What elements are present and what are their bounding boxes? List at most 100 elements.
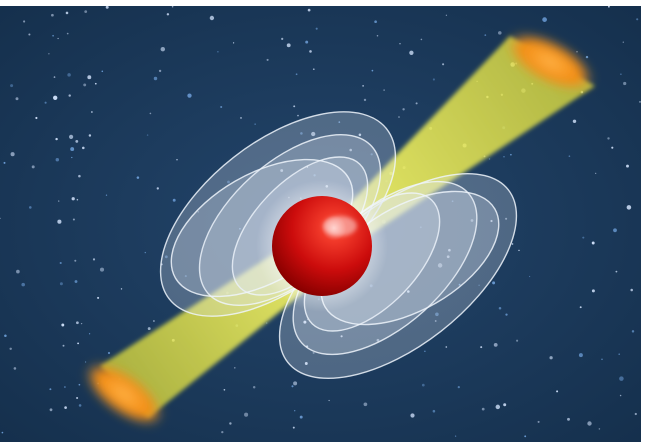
star: [630, 288, 633, 292]
star: [505, 217, 508, 220]
star: [51, 13, 54, 17]
star: [340, 335, 343, 338]
star: [626, 164, 629, 168]
star: [78, 174, 81, 178]
star: [31, 165, 35, 169]
star: [618, 353, 621, 356]
star: [442, 63, 445, 66]
star: [300, 132, 303, 135]
star: [88, 134, 92, 137]
star: [78, 383, 81, 386]
star: [297, 114, 299, 117]
star: [481, 407, 485, 411]
star: [613, 228, 617, 233]
star: [363, 402, 368, 407]
star: [315, 27, 318, 30]
star: [402, 108, 405, 111]
star: [619, 376, 624, 381]
star: [107, 351, 111, 355]
star: [85, 361, 87, 363]
star: [92, 258, 96, 261]
star: [97, 296, 100, 299]
star: [493, 342, 498, 347]
star: [510, 153, 512, 156]
star: [70, 147, 75, 152]
star: [16, 269, 20, 274]
star: [156, 187, 159, 190]
star: [516, 339, 519, 342]
star: [587, 421, 592, 426]
star: [292, 426, 295, 429]
star: [636, 18, 639, 21]
star: [59, 282, 63, 286]
star: [511, 243, 514, 245]
star: [312, 68, 315, 71]
star: [265, 322, 268, 324]
star: [567, 417, 570, 421]
star: [58, 200, 60, 202]
star: [634, 412, 637, 416]
star: [35, 116, 38, 120]
star: [49, 408, 53, 412]
star: [542, 17, 547, 22]
star: [53, 76, 56, 78]
star: [299, 415, 303, 419]
star: [524, 435, 527, 438]
star: [88, 333, 91, 335]
star: [470, 219, 474, 222]
star: [432, 78, 435, 81]
star: [490, 219, 493, 223]
pulsar-illustration: [0, 6, 641, 442]
star: [446, 255, 450, 259]
star: [419, 226, 422, 229]
star: [101, 70, 104, 73]
star: [65, 11, 69, 15]
star: [99, 267, 105, 272]
star: [105, 194, 108, 196]
star: [611, 146, 614, 149]
star: [448, 248, 451, 252]
star: [445, 14, 448, 16]
star: [370, 153, 373, 156]
star: [458, 283, 461, 286]
pulsar-canvas: [0, 6, 641, 442]
star: [607, 137, 610, 140]
star: [556, 390, 559, 393]
star: [75, 139, 79, 143]
star: [454, 435, 457, 437]
star: [66, 32, 69, 35]
star: [291, 385, 294, 388]
star: [87, 75, 92, 80]
star: [49, 388, 52, 391]
star: [410, 413, 415, 418]
star: [28, 33, 31, 36]
star: [64, 406, 67, 409]
star: [59, 261, 62, 265]
star: [631, 330, 635, 333]
star: [63, 386, 66, 388]
star: [622, 41, 624, 43]
star: [639, 100, 641, 103]
star: [309, 50, 312, 53]
star: [363, 98, 367, 102]
star: [74, 280, 78, 283]
star: [184, 275, 187, 278]
star: [84, 10, 88, 13]
star: [518, 249, 520, 252]
star: [303, 320, 307, 324]
star: [136, 176, 140, 179]
star: [83, 83, 87, 87]
star: [582, 236, 585, 239]
star: [286, 43, 291, 48]
star: [311, 131, 316, 137]
star: [434, 320, 437, 322]
star: [437, 263, 443, 268]
star: [120, 288, 123, 290]
star: [69, 134, 74, 139]
star: [80, 322, 83, 325]
star: [220, 105, 223, 109]
star: [48, 53, 50, 55]
star: [578, 353, 583, 358]
star: [9, 347, 12, 351]
